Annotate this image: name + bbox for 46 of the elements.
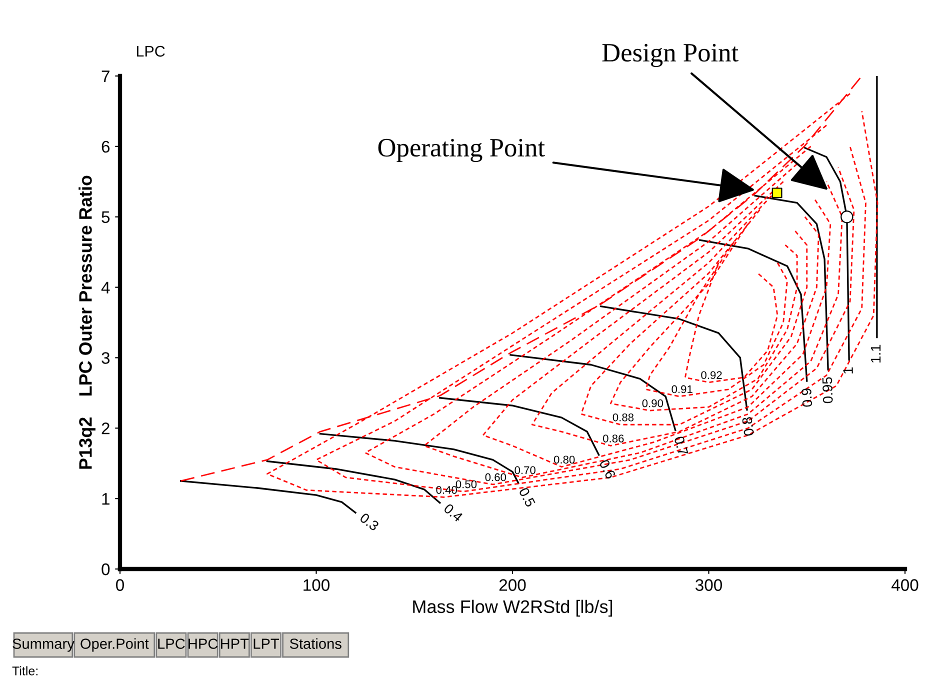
annotation: Operating Point <box>378 138 545 162</box>
x-tick-label: 400 <box>891 579 918 591</box>
text: 0.9 <box>801 388 812 408</box>
text: 0.8 <box>742 416 754 436</box>
series-label: 0.70 <box>514 466 536 474</box>
y-axis-title: P13q2 LPC Outer Pressure Ratio <box>78 176 96 469</box>
y-tick-label: 2 <box>102 422 110 434</box>
y-tick-label: 6 <box>102 140 110 153</box>
text: 1 <box>843 367 853 374</box>
text: 0.5 <box>518 486 536 508</box>
annotation: Design Point <box>602 44 738 68</box>
x-axis-title: Mass Flow W2RStd [lb/s] <box>413 600 612 617</box>
x-tick-label: 0 <box>116 579 124 591</box>
text: Stations <box>290 638 342 649</box>
x-tick-label: 300 <box>695 579 722 591</box>
text: Title: <box>12 666 38 676</box>
series-label: 0.80 <box>554 456 575 464</box>
series-label: 0.60 <box>485 473 506 482</box>
series-label: 0.50 <box>456 480 477 488</box>
y-tick-label: 5 <box>102 211 110 224</box>
text: 0.4 <box>443 503 464 522</box>
y-tick-label: 7 <box>102 70 110 82</box>
text: 0.6 <box>598 458 616 480</box>
text: 0.7 <box>674 436 688 456</box>
text: 1.1 <box>870 344 881 362</box>
series-label: 0.86 <box>603 434 624 442</box>
series-label: 0.91 <box>672 385 692 394</box>
text: Summary <box>12 638 74 652</box>
text: 0.3 <box>359 512 380 532</box>
text: LPT <box>254 638 280 649</box>
y-tick-label: 0 <box>102 563 110 576</box>
text: LPC <box>158 638 185 649</box>
y-tick-label: 3 <box>102 352 110 364</box>
series-label: 0.88 <box>612 413 634 422</box>
y-tick-label: 4 <box>101 282 110 294</box>
x-tick-label: 200 <box>499 579 526 591</box>
series-label: 0.90 <box>642 399 664 408</box>
y-tick-label: 1 <box>102 493 110 505</box>
text: HPC <box>188 638 218 649</box>
chart-title: LPC <box>136 46 165 57</box>
text: 0.95 <box>822 377 833 404</box>
text: Oper.Point <box>80 638 149 652</box>
x-tick-label: 100 <box>304 579 330 591</box>
series-label: 0.92 <box>701 371 722 380</box>
text: HPT <box>221 638 249 649</box>
series-label: 0.40 <box>436 486 457 494</box>
